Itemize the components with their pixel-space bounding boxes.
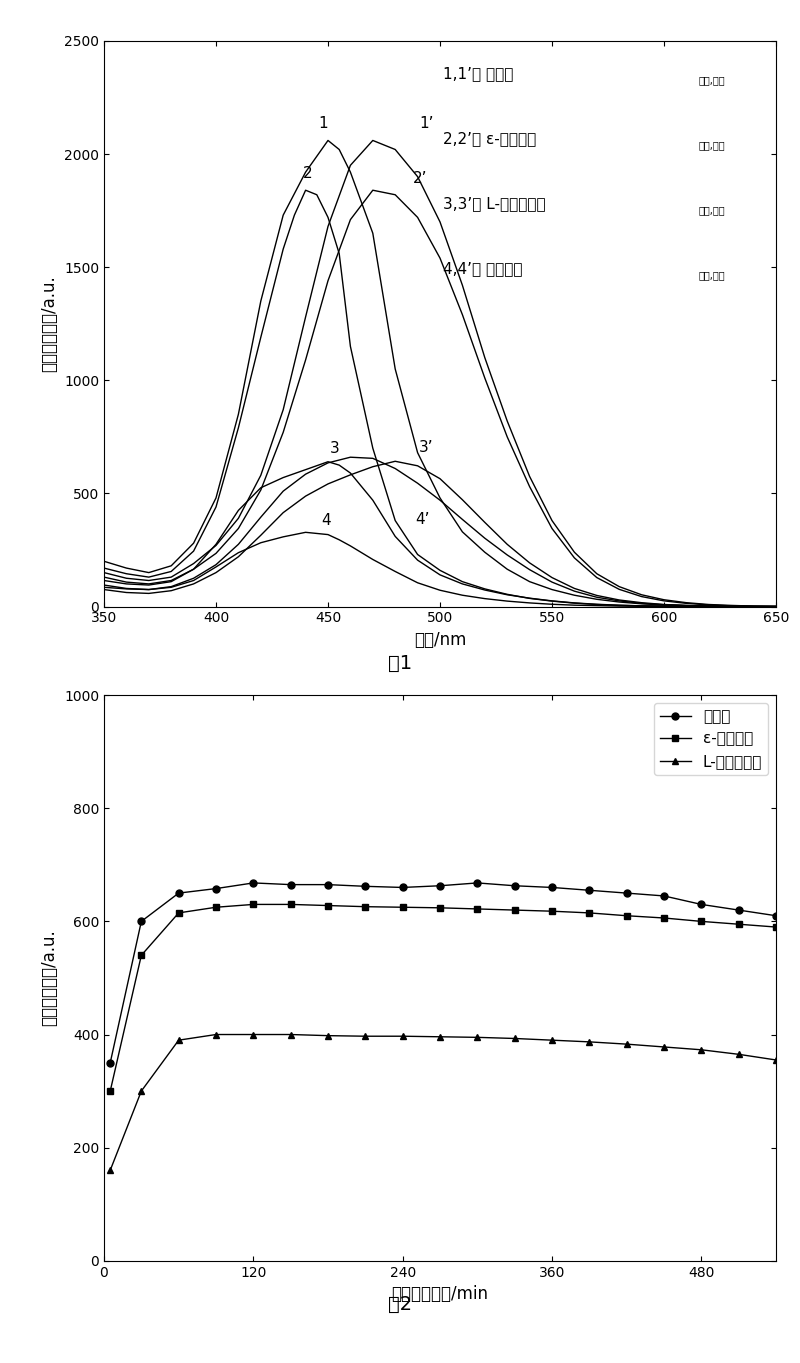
ε-氨基己酸 xyxy=(249,897,258,913)
ε-氨基己酸 xyxy=(473,901,482,917)
Text: 4’: 4’ xyxy=(415,512,430,527)
L-天门冬氨酸 xyxy=(361,1028,370,1044)
Text: 1’: 1’ xyxy=(419,116,434,131)
Text: 激发,发射: 激发,发射 xyxy=(698,270,726,279)
牛磺酸 xyxy=(361,878,370,894)
Text: 激发,发射: 激发,发射 xyxy=(698,140,726,150)
牛磺酸 xyxy=(174,885,183,901)
L-天门冬氨酸 xyxy=(211,1026,221,1043)
牛磺酸 xyxy=(106,1055,115,1071)
L-天门冬氨酸 xyxy=(174,1032,183,1048)
Line: L-天门冬氨酸: L-天门冬氨酸 xyxy=(106,1030,779,1174)
牛磺酸 xyxy=(697,897,706,913)
牛磺酸 xyxy=(659,887,669,904)
L-天门冬氨酸 xyxy=(249,1026,258,1043)
ε-氨基己酸 xyxy=(771,919,781,935)
L-天门冬氨酸 xyxy=(323,1028,333,1044)
Text: 2: 2 xyxy=(303,166,313,181)
Text: 图2: 图2 xyxy=(388,1295,412,1314)
L-天门冬氨酸 xyxy=(547,1032,557,1048)
Line: ε-氨基己酸: ε-氨基己酸 xyxy=(106,901,779,1094)
ε-氨基己酸 xyxy=(510,902,519,919)
Text: 图1: 图1 xyxy=(388,654,412,673)
ε-氨基己酸 xyxy=(286,897,295,913)
L-天门冬氨酸 xyxy=(585,1033,594,1050)
ε-氨基己酸 xyxy=(211,900,221,916)
牛磺酸 xyxy=(771,908,781,924)
Line: 牛磺酸: 牛磺酸 xyxy=(106,879,779,1066)
L-天门冬氨酸 xyxy=(659,1039,669,1055)
牛磺酸 xyxy=(585,882,594,898)
牛磺酸 xyxy=(510,878,519,894)
L-天门冬氨酸 xyxy=(435,1029,445,1045)
Text: 2,2’： ε-氨基己酸: 2,2’： ε-氨基己酸 xyxy=(443,131,537,146)
ε-氨基己酸 xyxy=(622,908,631,924)
L-天门冬氨酸 xyxy=(106,1163,115,1179)
Text: 3’: 3’ xyxy=(419,440,434,455)
ε-氨基己酸 xyxy=(435,900,445,916)
Text: 4: 4 xyxy=(321,512,330,527)
Text: 2’: 2’ xyxy=(413,170,427,185)
Text: 1: 1 xyxy=(318,116,328,131)
X-axis label: 衍生反应时间/min: 衍生反应时间/min xyxy=(391,1285,489,1303)
ε-氨基己酸 xyxy=(398,900,407,916)
牛磺酸 xyxy=(622,885,631,901)
L-天门冬氨酸 xyxy=(771,1052,781,1069)
Text: 激发,发射: 激发,发射 xyxy=(698,204,726,215)
X-axis label: 波长/nm: 波长/nm xyxy=(414,631,466,649)
Legend: 牛磺酸, ε-氨基己酸, L-天门冬氨酸: 牛磺酸, ε-氨基己酸, L-天门冬氨酸 xyxy=(654,703,768,776)
L-天门冬氨酸 xyxy=(473,1029,482,1045)
牛磺酸 xyxy=(435,878,445,894)
ε-氨基己酸 xyxy=(659,910,669,927)
L-天门冬氨酸 xyxy=(137,1082,146,1099)
Y-axis label: 相对荧光强度/a.u.: 相对荧光强度/a.u. xyxy=(41,275,58,372)
牛磺酸 xyxy=(547,879,557,895)
ε-氨基己酸 xyxy=(106,1082,115,1099)
ε-氨基己酸 xyxy=(174,905,183,921)
L-天门冬氨酸 xyxy=(510,1030,519,1047)
ε-氨基己酸 xyxy=(323,897,333,913)
Text: 激发,发射: 激发,发射 xyxy=(698,75,726,85)
ε-氨基己酸 xyxy=(361,898,370,915)
Text: 1,1’： 牛磺酸: 1,1’： 牛磺酸 xyxy=(443,67,514,82)
ε-氨基己酸 xyxy=(137,947,146,964)
ε-氨基己酸 xyxy=(547,904,557,920)
Text: 3,3’： L-天门冬氨酸: 3,3’： L-天门冬氨酸 xyxy=(443,196,546,211)
牛磺酸 xyxy=(137,913,146,930)
牛磺酸 xyxy=(323,876,333,893)
Y-axis label: 相对荧光强度/a.u.: 相对荧光强度/a.u. xyxy=(41,930,58,1026)
牛磺酸 xyxy=(211,880,221,897)
L-天门冬氨酸 xyxy=(622,1036,631,1052)
Text: 4,4’： 衍生试剂: 4,4’： 衍生试剂 xyxy=(443,262,523,277)
ε-氨基己酸 xyxy=(697,913,706,930)
L-天门冬氨酸 xyxy=(734,1047,743,1063)
牛磺酸 xyxy=(734,902,743,919)
Text: 3: 3 xyxy=(330,442,339,457)
牛磺酸 xyxy=(398,879,407,895)
牛磺酸 xyxy=(249,875,258,891)
ε-氨基己酸 xyxy=(734,916,743,932)
L-天门冬氨酸 xyxy=(286,1026,295,1043)
牛磺酸 xyxy=(473,875,482,891)
ε-氨基己酸 xyxy=(585,905,594,921)
L-天门冬氨酸 xyxy=(398,1028,407,1044)
L-天门冬氨酸 xyxy=(697,1041,706,1058)
牛磺酸 xyxy=(286,876,295,893)
